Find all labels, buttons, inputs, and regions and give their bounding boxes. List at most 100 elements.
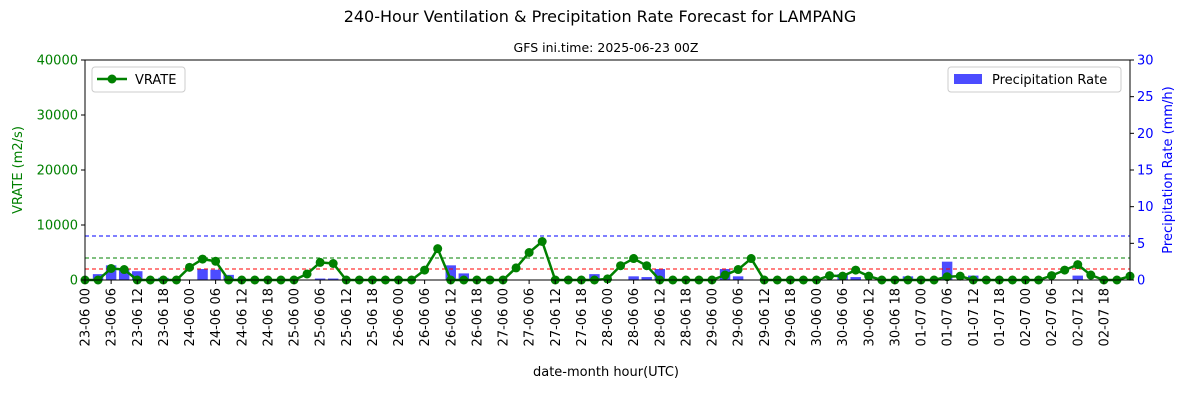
vrate-point bbox=[524, 248, 534, 257]
vrate-point bbox=[746, 254, 756, 264]
precip-bar bbox=[628, 276, 639, 280]
x-tick-label: 28-06 00 bbox=[601, 288, 616, 346]
vrate-point bbox=[106, 263, 116, 273]
vrate-point bbox=[315, 257, 325, 267]
precip-bar bbox=[197, 269, 208, 280]
right-tick-label: 5 bbox=[1137, 237, 1145, 252]
x-tick-label: 27-06 00 bbox=[497, 288, 512, 346]
vrate-point bbox=[942, 272, 952, 282]
precip-bar bbox=[850, 277, 861, 280]
right-tick-label: 20 bbox=[1137, 127, 1154, 142]
x-tick-label: 01-07 12 bbox=[967, 288, 982, 346]
threshold-lines bbox=[85, 235, 1130, 270]
left-tick-label: 20000 bbox=[37, 164, 78, 179]
vrate-point bbox=[851, 265, 861, 275]
vrate-point bbox=[328, 259, 338, 268]
x-tick-label: 29-06 00 bbox=[706, 288, 721, 346]
vrate-point bbox=[302, 269, 312, 279]
x-tick-label: 30-06 00 bbox=[810, 288, 825, 346]
vrate-point bbox=[603, 274, 612, 284]
precip-bar bbox=[654, 269, 665, 280]
left-tick-label: 10000 bbox=[37, 219, 78, 234]
vrate-point bbox=[198, 254, 208, 264]
vrate-point bbox=[511, 263, 521, 273]
legend-precip: Precipitation Rate bbox=[947, 66, 1122, 93]
right-tick-label: 15 bbox=[1137, 164, 1154, 179]
x-tick-label: 24-06 00 bbox=[183, 288, 198, 346]
left-axis-ticks: 0 10000 20000 30000 40000 bbox=[37, 54, 85, 289]
x-tick-label: 27-06 18 bbox=[575, 288, 590, 346]
x-tick-label: 29-06 12 bbox=[758, 288, 773, 346]
precip-bar bbox=[445, 265, 456, 280]
x-tick-label: 28-06 18 bbox=[679, 288, 694, 346]
y-axis-label-right: Precipitation Rate (mm/h) bbox=[1161, 86, 1176, 253]
x-tick-label: 24-06 12 bbox=[235, 288, 250, 346]
x-tick-label: 23-06 06 bbox=[105, 288, 120, 346]
x-tick-label: 29-06 06 bbox=[732, 288, 747, 346]
vrate-point bbox=[119, 265, 129, 275]
y-axis-label-left: VRATE (m2/s) bbox=[11, 126, 26, 214]
x-tick-label: 28-06 12 bbox=[653, 288, 668, 346]
x-tick-label: 23-06 12 bbox=[131, 288, 146, 346]
x-tick-label: 26-06 18 bbox=[470, 288, 485, 346]
right-tick-label: 30 bbox=[1137, 54, 1154, 69]
x-tick-label: 26-06 00 bbox=[392, 288, 407, 346]
right-axis-ticks: 0 5 10 15 20 25 30 bbox=[1130, 54, 1154, 289]
precip-bar bbox=[1072, 275, 1083, 280]
vrate-point bbox=[1060, 265, 1070, 275]
vrate-point bbox=[825, 271, 835, 281]
x-tick-label: 02-07 00 bbox=[1019, 288, 1034, 346]
x-tick-label: 26-06 06 bbox=[418, 288, 433, 346]
x-tick-label: 26-06 12 bbox=[444, 288, 459, 346]
x-tick-label: 23-06 00 bbox=[79, 288, 94, 346]
x-tick-label: 25-06 18 bbox=[366, 288, 381, 346]
x-tick-label: 02-07 18 bbox=[1097, 288, 1112, 346]
vrate-point bbox=[1086, 270, 1096, 280]
vrate-point bbox=[720, 270, 730, 280]
vrate-point bbox=[616, 261, 626, 271]
x-axis-label: date-month hour(UTC) bbox=[533, 365, 679, 380]
vrate-series-line bbox=[85, 239, 1131, 282]
vrate-point bbox=[642, 261, 652, 271]
x-tick-label: 30-06 06 bbox=[836, 288, 851, 346]
x-tick-label: 02-07 06 bbox=[1045, 288, 1060, 346]
legend-vrate-label: VRATE bbox=[135, 73, 176, 88]
x-tick-label: 25-06 06 bbox=[314, 288, 329, 346]
chart-subtitle: GFS ini.time: 2025-06-23 00Z bbox=[514, 40, 699, 55]
precip-bar bbox=[314, 278, 326, 280]
x-tick-label: 24-06 18 bbox=[261, 288, 276, 346]
vrate-line bbox=[80, 237, 1135, 285]
left-tick-label: 30000 bbox=[37, 109, 78, 124]
x-axis-ticks: 23-06 00 23-06 06 23-06 12 23-06 18 24-06 00… bbox=[79, 280, 1112, 346]
left-tick-label: 0 bbox=[70, 274, 78, 289]
precip-bar bbox=[941, 261, 953, 280]
vrate-point bbox=[864, 271, 874, 281]
vrate-point bbox=[1073, 260, 1083, 270]
precip-bar bbox=[732, 276, 744, 280]
legend-vrate: VRATE bbox=[91, 66, 186, 93]
vrate-point bbox=[733, 265, 743, 275]
right-tick-label: 25 bbox=[1137, 90, 1154, 105]
x-tick-label: 24-06 06 bbox=[209, 288, 224, 346]
vrate-point bbox=[420, 265, 430, 275]
x-tick-label: 01-07 18 bbox=[993, 288, 1008, 346]
x-tick-label: 23-06 18 bbox=[157, 288, 172, 346]
x-tick-label: 29-06 18 bbox=[784, 288, 799, 346]
x-tick-label: 28-06 06 bbox=[627, 288, 642, 346]
chart-title: 240-Hour Ventilation & Precipitation Rat… bbox=[344, 7, 857, 26]
vrate-point bbox=[955, 271, 965, 281]
left-tick-label: 40000 bbox=[37, 54, 78, 69]
precip-bar bbox=[118, 269, 130, 280]
x-tick-label: 25-06 00 bbox=[288, 288, 303, 346]
legend-precip-label: Precipitation Rate bbox=[992, 73, 1107, 88]
right-tick-label: 10 bbox=[1137, 200, 1154, 215]
x-tick-label: 01-07 06 bbox=[941, 288, 956, 346]
x-tick-label: 30-06 18 bbox=[888, 288, 903, 346]
plot-frame bbox=[84, 59, 1131, 281]
x-tick-label: 27-06 06 bbox=[523, 288, 538, 346]
x-tick-label: 30-06 12 bbox=[862, 288, 877, 346]
precip-bar bbox=[210, 269, 221, 280]
precip-bar bbox=[641, 277, 652, 280]
right-tick-label: 0 bbox=[1137, 274, 1145, 289]
